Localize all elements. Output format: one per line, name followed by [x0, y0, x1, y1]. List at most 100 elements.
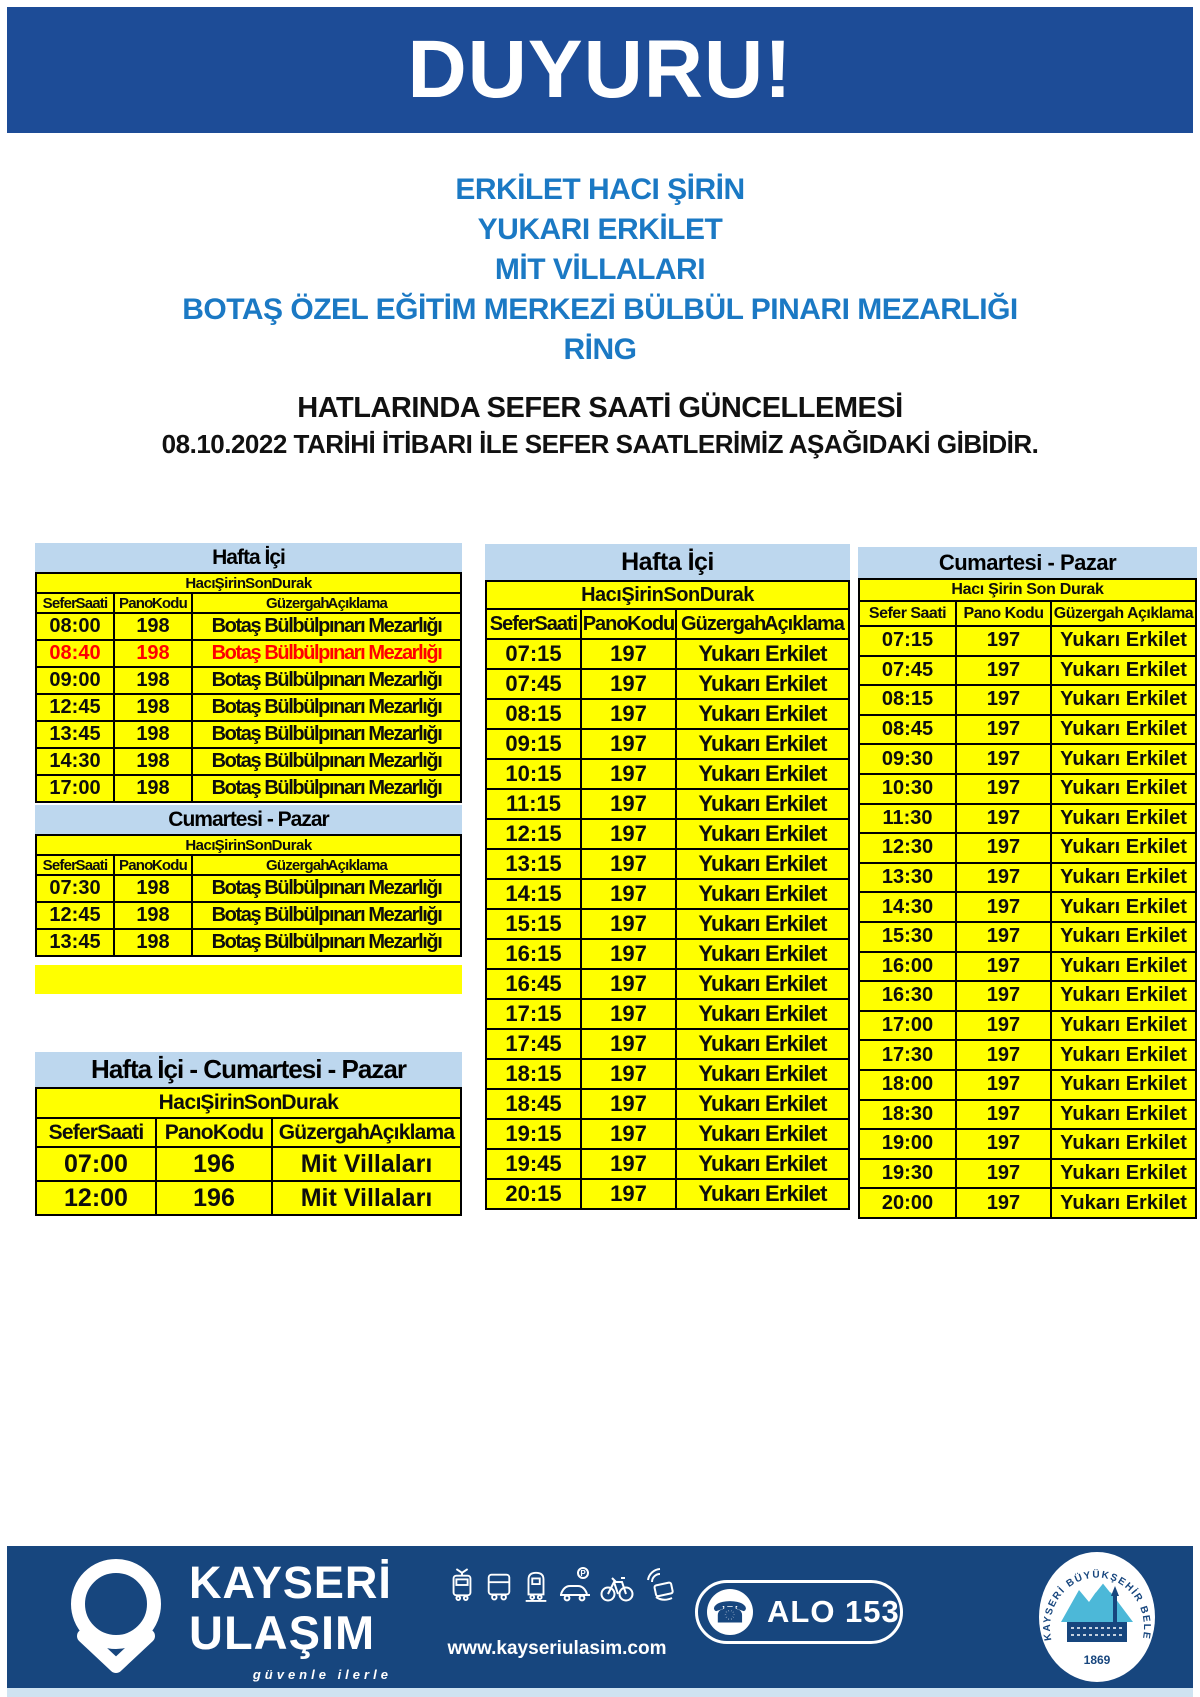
metro-icon	[525, 1571, 547, 1602]
time-cell: 13:15	[485, 848, 582, 880]
municipality-seal: KAYSERİ BÜYÜKŞEHİR BELEDİYESİ 1869	[1037, 1550, 1155, 1682]
weekday-table-botas: Hafta İçi Hacı Şirin Son Durak Sefer Saa…	[35, 543, 462, 803]
time-cell: 13:30	[858, 861, 957, 894]
route-cell: Yukarı Erkilet	[1050, 832, 1197, 864]
time-cell: 07:45	[858, 654, 957, 687]
route-cell: Botaş Bülbülpınarı Mezarlığı	[191, 774, 462, 803]
time-cell: 19:45	[485, 1148, 582, 1180]
time-cell: 10:15	[485, 758, 582, 790]
col-header-route: Güzergah Açıklama	[191, 592, 462, 614]
route-cell: Yukarı Erkilet	[1050, 743, 1197, 775]
time-cell: 14:30	[35, 747, 115, 776]
route-headings: ERKİLET HACI ŞİRİN YUKARI ERKİLET MİT Vİ…	[0, 170, 1200, 370]
route-cell: Yukarı Erkilet	[1050, 920, 1197, 953]
schedule-row: 17:00 198 Botaş Bülbülpınarı Mezarlığı	[35, 774, 462, 803]
pano-code-cell: 198	[113, 901, 193, 930]
brand-line2: ULAŞIM	[189, 1606, 376, 1659]
col-header-code: Pano Kodu	[113, 592, 193, 614]
route-cell: Yukarı Erkilet	[675, 1088, 850, 1120]
route-cell: Yukarı Erkilet	[1050, 950, 1197, 983]
route-cell: Yukarı Erkilet	[1050, 1187, 1197, 1219]
website-url: www.kayseriulasim.com	[447, 1638, 667, 1659]
route-cell: Yukarı Erkilet	[1050, 1039, 1197, 1071]
col-header-time: Sefer Saati	[858, 600, 957, 627]
pano-code-cell: 197	[580, 998, 677, 1030]
time-cell: 17:00	[858, 1009, 957, 1042]
pano-code-cell: 198	[113, 874, 193, 903]
route-cell: Botaş Bülbülpınarı Mezarlığı	[191, 874, 462, 903]
route-cell: Yukarı Erkilet	[1050, 1157, 1197, 1190]
route-cell: Yukarı Erkilet	[1050, 625, 1197, 657]
route-cell: Yukarı Erkilet	[675, 728, 850, 760]
pano-code-cell: 197	[580, 698, 677, 730]
schedule-row: 07:15 197 Yukarı Erkilet	[485, 638, 850, 670]
time-cell: 12:45	[35, 901, 115, 930]
pano-code-cell: 198	[113, 928, 193, 957]
pano-code-cell: 197	[580, 1058, 677, 1090]
route-cell: Yukarı Erkilet	[675, 968, 850, 1000]
time-cell: 13:45	[35, 720, 115, 749]
schedule-row: 08:15 197 Yukarı Erkilet	[485, 698, 850, 730]
time-cell: 16:45	[485, 968, 582, 1000]
time-cell: 08:15	[485, 698, 582, 730]
time-cell: 16:15	[485, 938, 582, 970]
route-cell: Yukarı Erkilet	[675, 908, 850, 940]
time-cell: 12:15	[485, 818, 582, 850]
schedule-row: 17:45 197 Yukarı Erkilet	[485, 1028, 850, 1060]
kayseri-ulasim-logo: KAYSERİ ULAŞIM güvenle ilerle	[189, 1560, 392, 1681]
pano-code-cell: 197	[580, 1028, 677, 1060]
pano-code-cell: 197	[955, 861, 1052, 894]
time-cell: 11:15	[485, 788, 582, 820]
schedule-row: 14:15 197 Yukarı Erkilet	[485, 878, 850, 910]
route-cell: Yukarı Erkilet	[675, 878, 850, 910]
route-cell: Yukarı Erkilet	[1050, 1098, 1197, 1131]
schedule-row: 18:45 197 Yukarı Erkilet	[485, 1088, 850, 1120]
time-cell: 17:00	[35, 774, 115, 803]
route-cell: Yukarı Erkilet	[675, 668, 850, 700]
stop-header: Hacı Şirin Son Durak	[485, 580, 850, 610]
weekday-table-yukari: Hafta İçi Hacı Şirin Son Durak Sefer Saa…	[485, 544, 850, 1210]
right-schedule-column: Cumartesi - Pazar Hacı Şirin Son Durak S…	[858, 547, 1197, 1219]
route-cell: Yukarı Erkilet	[675, 1148, 850, 1180]
footer: KAYSERİ ULAŞIM güvenle ilerle P	[7, 1546, 1193, 1688]
time-cell: 20:15	[485, 1178, 582, 1210]
pano-code-cell: 197	[955, 1039, 1052, 1071]
col-header-code: Pano Kodu	[155, 1117, 273, 1148]
pano-code-cell: 196	[155, 1146, 273, 1182]
pano-code-cell: 198	[113, 666, 193, 695]
schedule-row: 08:15 197 Yukarı Erkilet	[858, 684, 1197, 716]
time-cell: 07:00	[35, 1146, 157, 1182]
pano-code-cell: 197	[955, 1068, 1052, 1101]
time-cell: 08:45	[858, 713, 957, 746]
schedule-row: 14:30 198 Botaş Bülbülpınarı Mezarlığı	[35, 747, 462, 776]
col-header-time: Sefer Saati	[35, 592, 115, 614]
schedule-row: 12:00 196 Mit Villaları	[35, 1180, 462, 1216]
pano-code-cell: 197	[955, 950, 1052, 983]
contactless-card-icon	[647, 1568, 674, 1601]
pano-code-cell: 197	[580, 1088, 677, 1120]
schedule-row: 18:30 197 Yukarı Erkilet	[858, 1098, 1197, 1131]
pano-code-cell: 197	[955, 1009, 1052, 1042]
pano-code-cell: 198	[113, 747, 193, 776]
time-cell: 07:45	[485, 668, 582, 700]
pano-code-cell: 197	[580, 1118, 677, 1150]
schedule-row: 12:15 197 Yukarı Erkilet	[485, 818, 850, 850]
schedule-row: 07:00 196 Mit Villaları	[35, 1146, 462, 1182]
time-cell: 18:00	[858, 1068, 957, 1101]
col-header-code: Pano Kodu	[580, 608, 677, 640]
col-header-time: Sefer Saati	[35, 854, 115, 876]
schedule-row: 08:45 197 Yukarı Erkilet	[858, 713, 1197, 746]
time-cell: 14:30	[858, 891, 957, 923]
time-cell: 15:30	[858, 920, 957, 953]
time-cell: 16:00	[858, 950, 957, 983]
route-cell: Yukarı Erkilet	[1050, 980, 1197, 1012]
time-cell: 08:40	[35, 639, 115, 668]
time-cell: 19:30	[858, 1157, 957, 1190]
alo-153-badge: ☎ ALO 153	[695, 1580, 903, 1644]
route-cell: Yukarı Erkilet	[1050, 891, 1197, 923]
route-cell: Yukarı Erkilet	[675, 1118, 850, 1150]
banner: DUYURU!	[7, 7, 1193, 133]
schedule-row: 19:00 197 Yukarı Erkilet	[858, 1128, 1197, 1160]
route-cell: Botaş Bülbülpınarı Mezarlığı	[191, 639, 462, 668]
